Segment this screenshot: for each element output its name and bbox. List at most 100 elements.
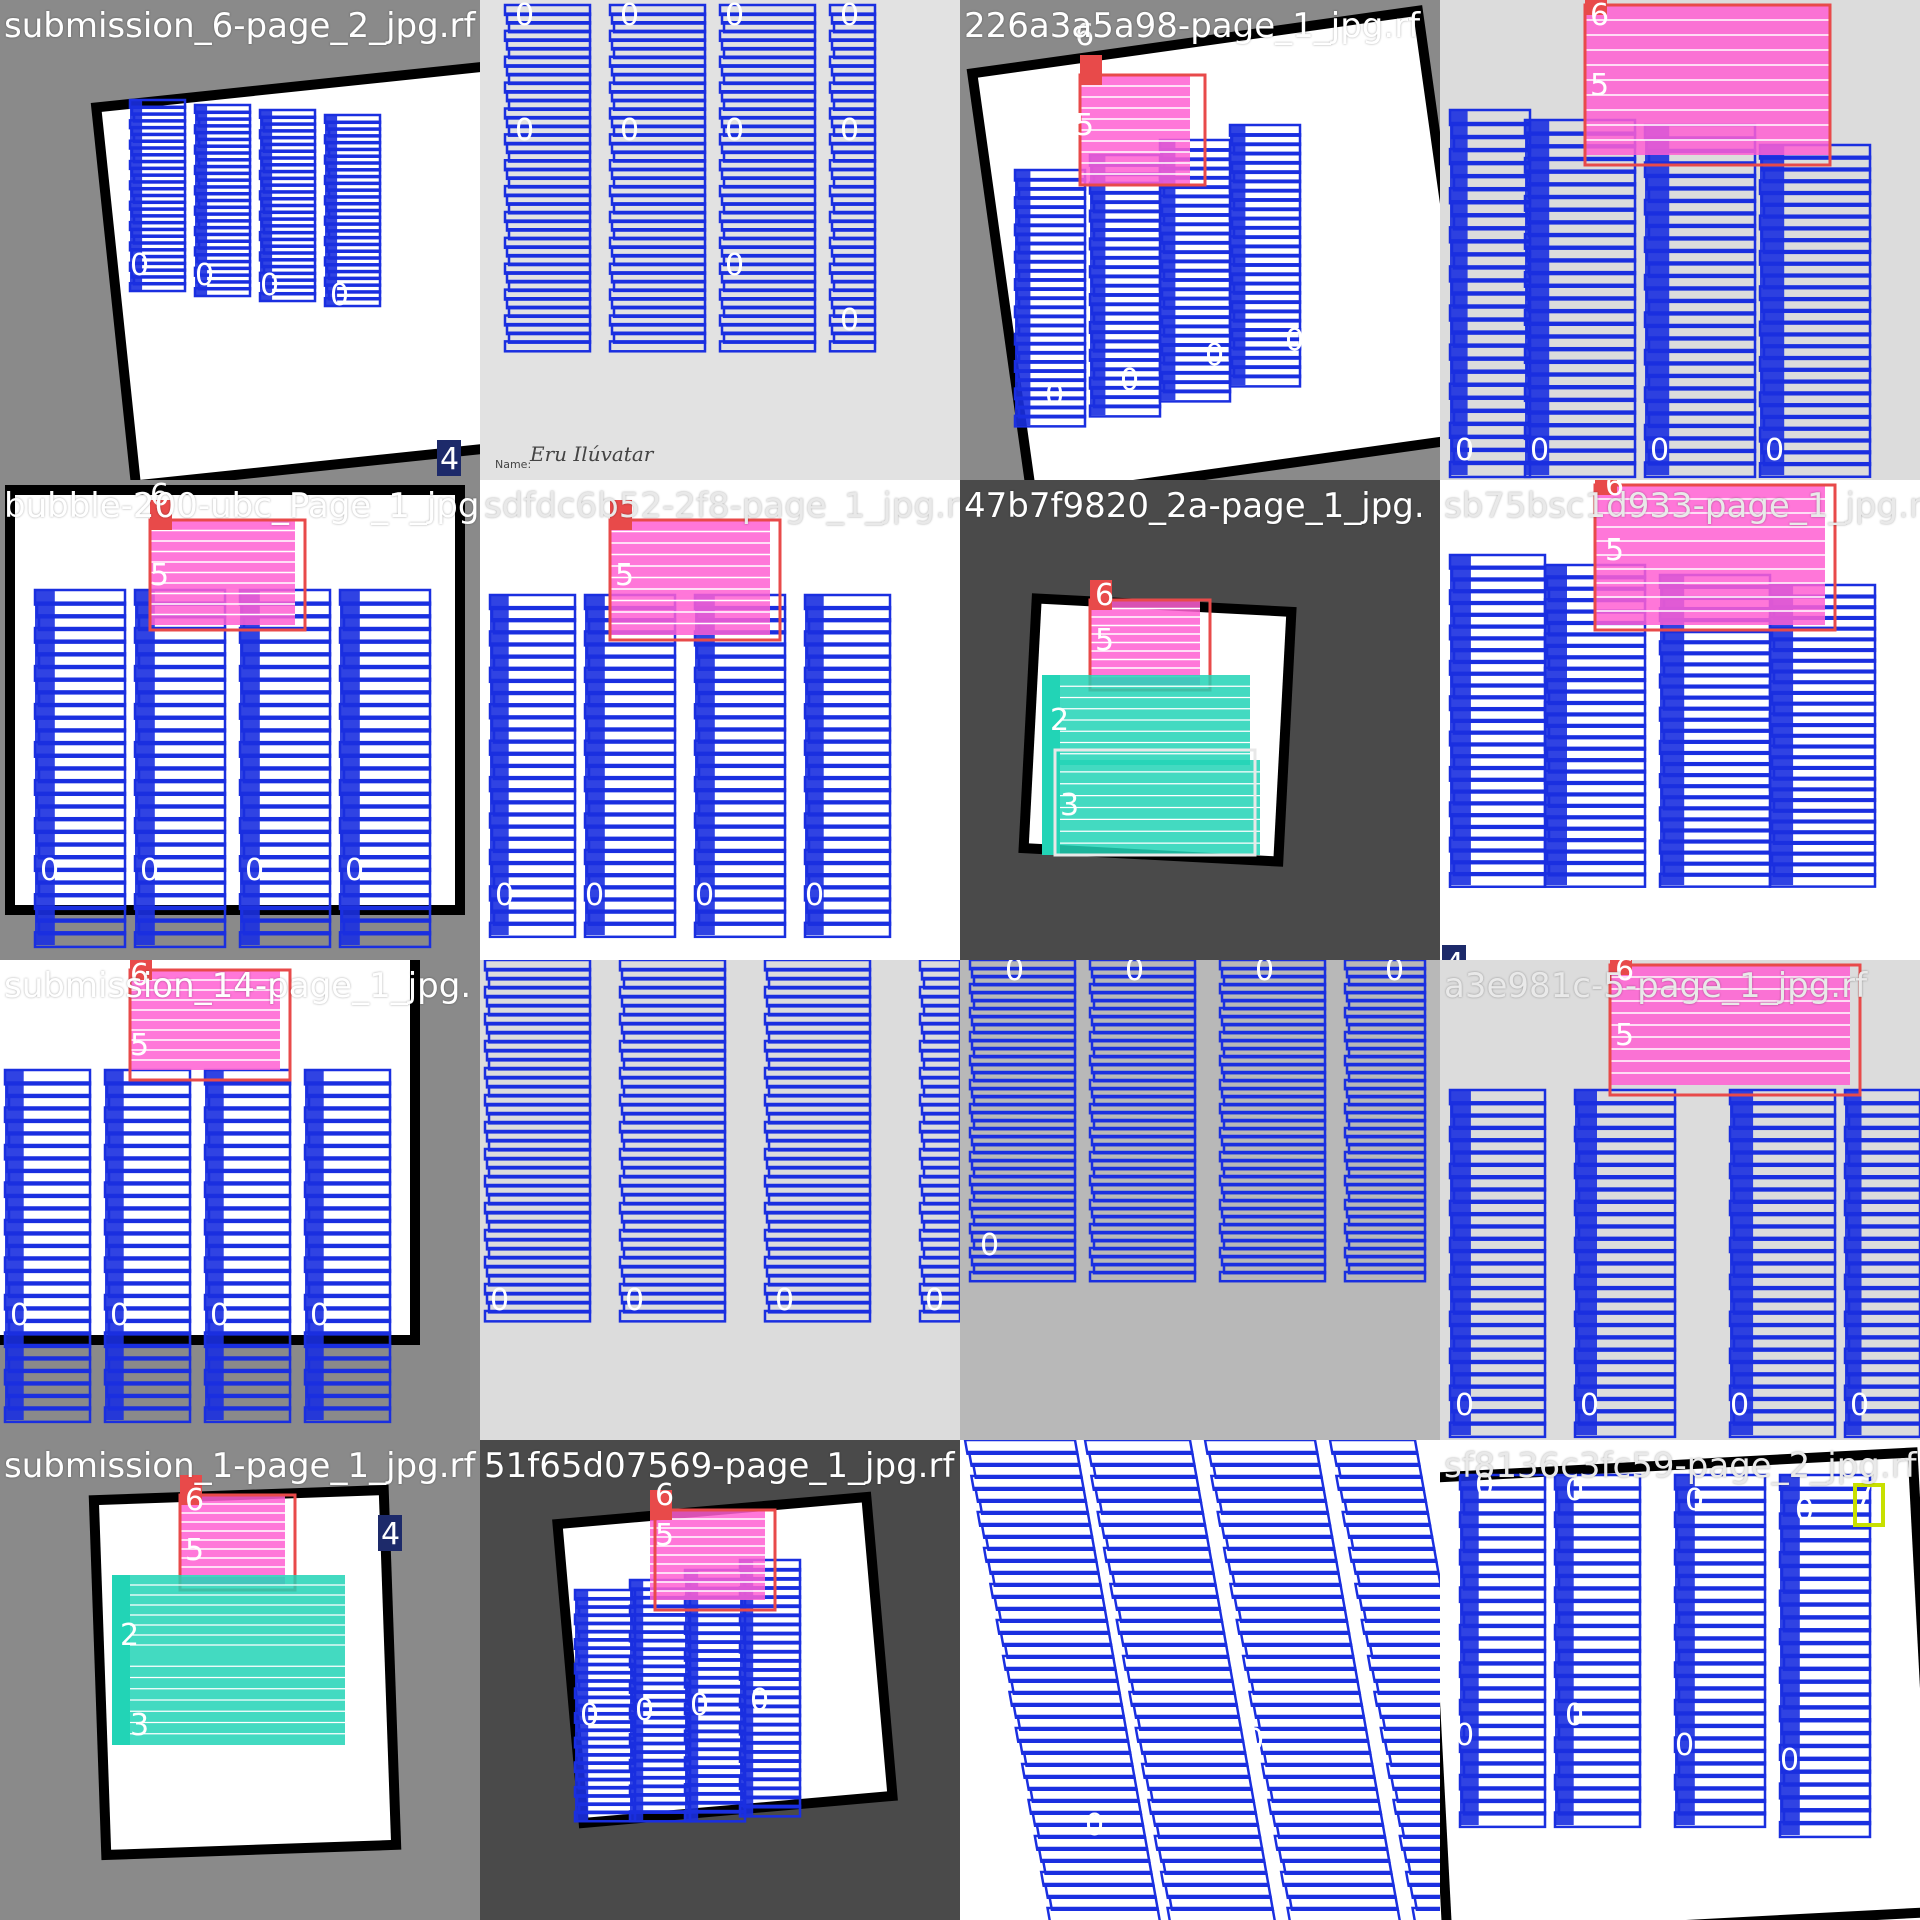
class-id-label: 6 <box>1605 480 1624 503</box>
class0-box-column <box>718 3 817 353</box>
mosaic-tile: 6 5 0 0 0 0 sdfdc6b52-2f8-page_1_jpg.rf <box>480 480 960 960</box>
class-id-label: 5 <box>1075 108 1094 143</box>
class-id-label: 6 <box>655 1478 674 1513</box>
class0-box-column <box>1328 1440 1440 1920</box>
class0-box-column <box>488 593 577 939</box>
class0-box-column <box>1728 1088 1837 1439</box>
tile-filename-label: bubble-200-ubc_Page_1_jpg <box>4 486 480 526</box>
class-id-label: 0 <box>620 0 639 33</box>
class0-box-column <box>1228 123 1302 388</box>
tile-filename-label: sdfdc6b52-2f8-page_1_jpg.rf <box>484 486 960 526</box>
class-id-label: 6 <box>130 960 149 993</box>
class-id-label: 0 <box>10 1298 29 1333</box>
class0-box-column <box>1458 1473 1547 1829</box>
class-id-label: 0 <box>725 113 744 148</box>
class0-box-column <box>1218 960 1327 1283</box>
class-id-label: 0 <box>1550 893 1569 928</box>
class0-box-column <box>193 103 252 298</box>
class0-box-column <box>693 593 787 939</box>
class-id-label: 6 <box>150 480 169 513</box>
class-id-label: 0 <box>1455 1388 1474 1423</box>
class-id-label: 5 <box>130 1028 149 1063</box>
class-id-label: 5 <box>1590 68 1609 103</box>
class-id-label: 0 <box>1085 1808 1104 1843</box>
class-id-label: 0 <box>840 0 859 33</box>
class-id-label: 0 <box>1125 960 1144 988</box>
class0-box-column <box>1573 1088 1677 1439</box>
class0-box-column <box>133 588 227 949</box>
class-id-label: 0 <box>40 853 59 888</box>
class-id-label: 5 <box>615 558 634 593</box>
class-id-label: 0 <box>725 248 744 283</box>
class0-box-column <box>608 3 707 353</box>
mosaic-tile: 6 5 0 0 0 0 a3e981c-5-page_1_jpg.rf <box>1440 960 1920 1440</box>
class-id-label: 0 <box>1255 960 1274 988</box>
class0-box-column <box>1778 1473 1872 1839</box>
class-id-label: 2 <box>120 1618 139 1653</box>
class-id-label: 0 <box>1245 1723 1264 1758</box>
tile-image: 6 5 0 0 0 0 <box>480 480 960 960</box>
class-id-label: 0 <box>1850 1388 1869 1423</box>
tile-filename-label: submission_14-page_1_jpg. <box>4 966 472 1006</box>
class-id-label: 6 <box>1075 18 1094 53</box>
class0-box-column <box>323 113 382 308</box>
class-id-label: 0 <box>1475 1468 1494 1503</box>
class-id-label: 2 <box>1050 703 1069 738</box>
class-id-label: 0 <box>925 1283 944 1318</box>
class-id-label: 0 <box>1120 363 1139 398</box>
class0-box-column <box>128 98 187 293</box>
mosaic-tile: 6 5 0 0 0 0 <box>1440 0 1920 480</box>
class-id-label: 0 <box>625 1283 644 1318</box>
tile-image: 6 5 2 3 4 <box>0 1440 480 1920</box>
class-id-label: 3 <box>1060 788 1079 823</box>
class0-box-column <box>1013 168 1087 428</box>
tile-filename-label: sb75bsc1d933-page_1_jpg.rf <box>1444 486 1920 526</box>
mosaic-tile: 6 5 2 3 4 submission_1-page_1_jpg.rf <box>0 1440 480 1920</box>
class-id-label: 0 <box>1685 1483 1704 1518</box>
class-id-label: 0 <box>1045 378 1064 413</box>
class0-box-column <box>1448 108 1532 479</box>
class-id-label: 0 <box>140 853 159 888</box>
class0-box-column <box>1088 960 1197 1283</box>
class0-box-column <box>763 960 872 1323</box>
class-id-label: 0 <box>1665 893 1684 928</box>
handwritten-name: Eru Ilúvatar <box>530 442 654 466</box>
class-id-label: 0 <box>635 1693 654 1728</box>
mosaic-tile: 0 0 0 0 0 0 0 0 7 sf8136c3fc59-page_2_jpg.rf <box>1440 1440 1920 1920</box>
class-id-label: 0 <box>1455 893 1474 928</box>
class0-box-column <box>803 593 892 939</box>
mosaic-tile: 0 0 0 0 0 <box>960 960 1440 1440</box>
mosaic-tile: 0 0 0 0 0 0 0 0 0 0 Name: Eru Ilúvatar <box>480 0 960 480</box>
class-id-label: 0 <box>1730 1388 1749 1423</box>
class-id-label: 0 <box>245 853 264 888</box>
class-id-label: 6 <box>1615 960 1634 988</box>
class-id-label: 6 <box>1590 0 1609 33</box>
class-id-label: 0 <box>980 1228 999 1263</box>
class-id-label: 0 <box>310 1298 329 1333</box>
tile-image: 00 <box>960 1440 1440 1920</box>
mosaic-tile: 6 5 0 0 0 0 226a3a5a98-page_1_jpg.rf <box>960 0 1440 480</box>
mosaic-tile: 6 5 0 0 0 0 submission_14-page_1_jpg. <box>0 960 480 1440</box>
class0-box-column <box>1523 118 1637 479</box>
class-id-label: 5 <box>655 1518 674 1553</box>
class-id-label: 0 <box>1565 1473 1584 1508</box>
class-id-label: 0 <box>750 1683 769 1718</box>
class-id-label: 0 <box>725 0 744 33</box>
class-id-label: 0 <box>695 878 714 913</box>
class0-box-column <box>1448 553 1547 889</box>
class-id-label: 0 <box>110 1298 129 1333</box>
class-id-label: 0 <box>1205 338 1224 373</box>
tile-image: 6 5 0 0 0 0 4 <box>1440 480 1920 960</box>
class-id-label: 0 <box>840 113 859 148</box>
class4-corner-label: 4 <box>1445 947 1464 960</box>
class-id-label: 0 <box>1565 1698 1584 1733</box>
class-id-label: 3 <box>130 1708 149 1743</box>
class0-box-column <box>203 1068 292 1424</box>
class0-box-column <box>1643 123 1757 479</box>
class0-box-column <box>1673 1473 1767 1829</box>
class-id-label: 0 <box>805 878 824 913</box>
class0-box-column <box>583 593 677 939</box>
tile-filename-label: 226a3a5a98-page_1_jpg.rf <box>964 6 1421 46</box>
tile-image: 6 5 0 0 0 0 <box>0 480 480 960</box>
class4-corner-label: 4 <box>381 1517 400 1552</box>
